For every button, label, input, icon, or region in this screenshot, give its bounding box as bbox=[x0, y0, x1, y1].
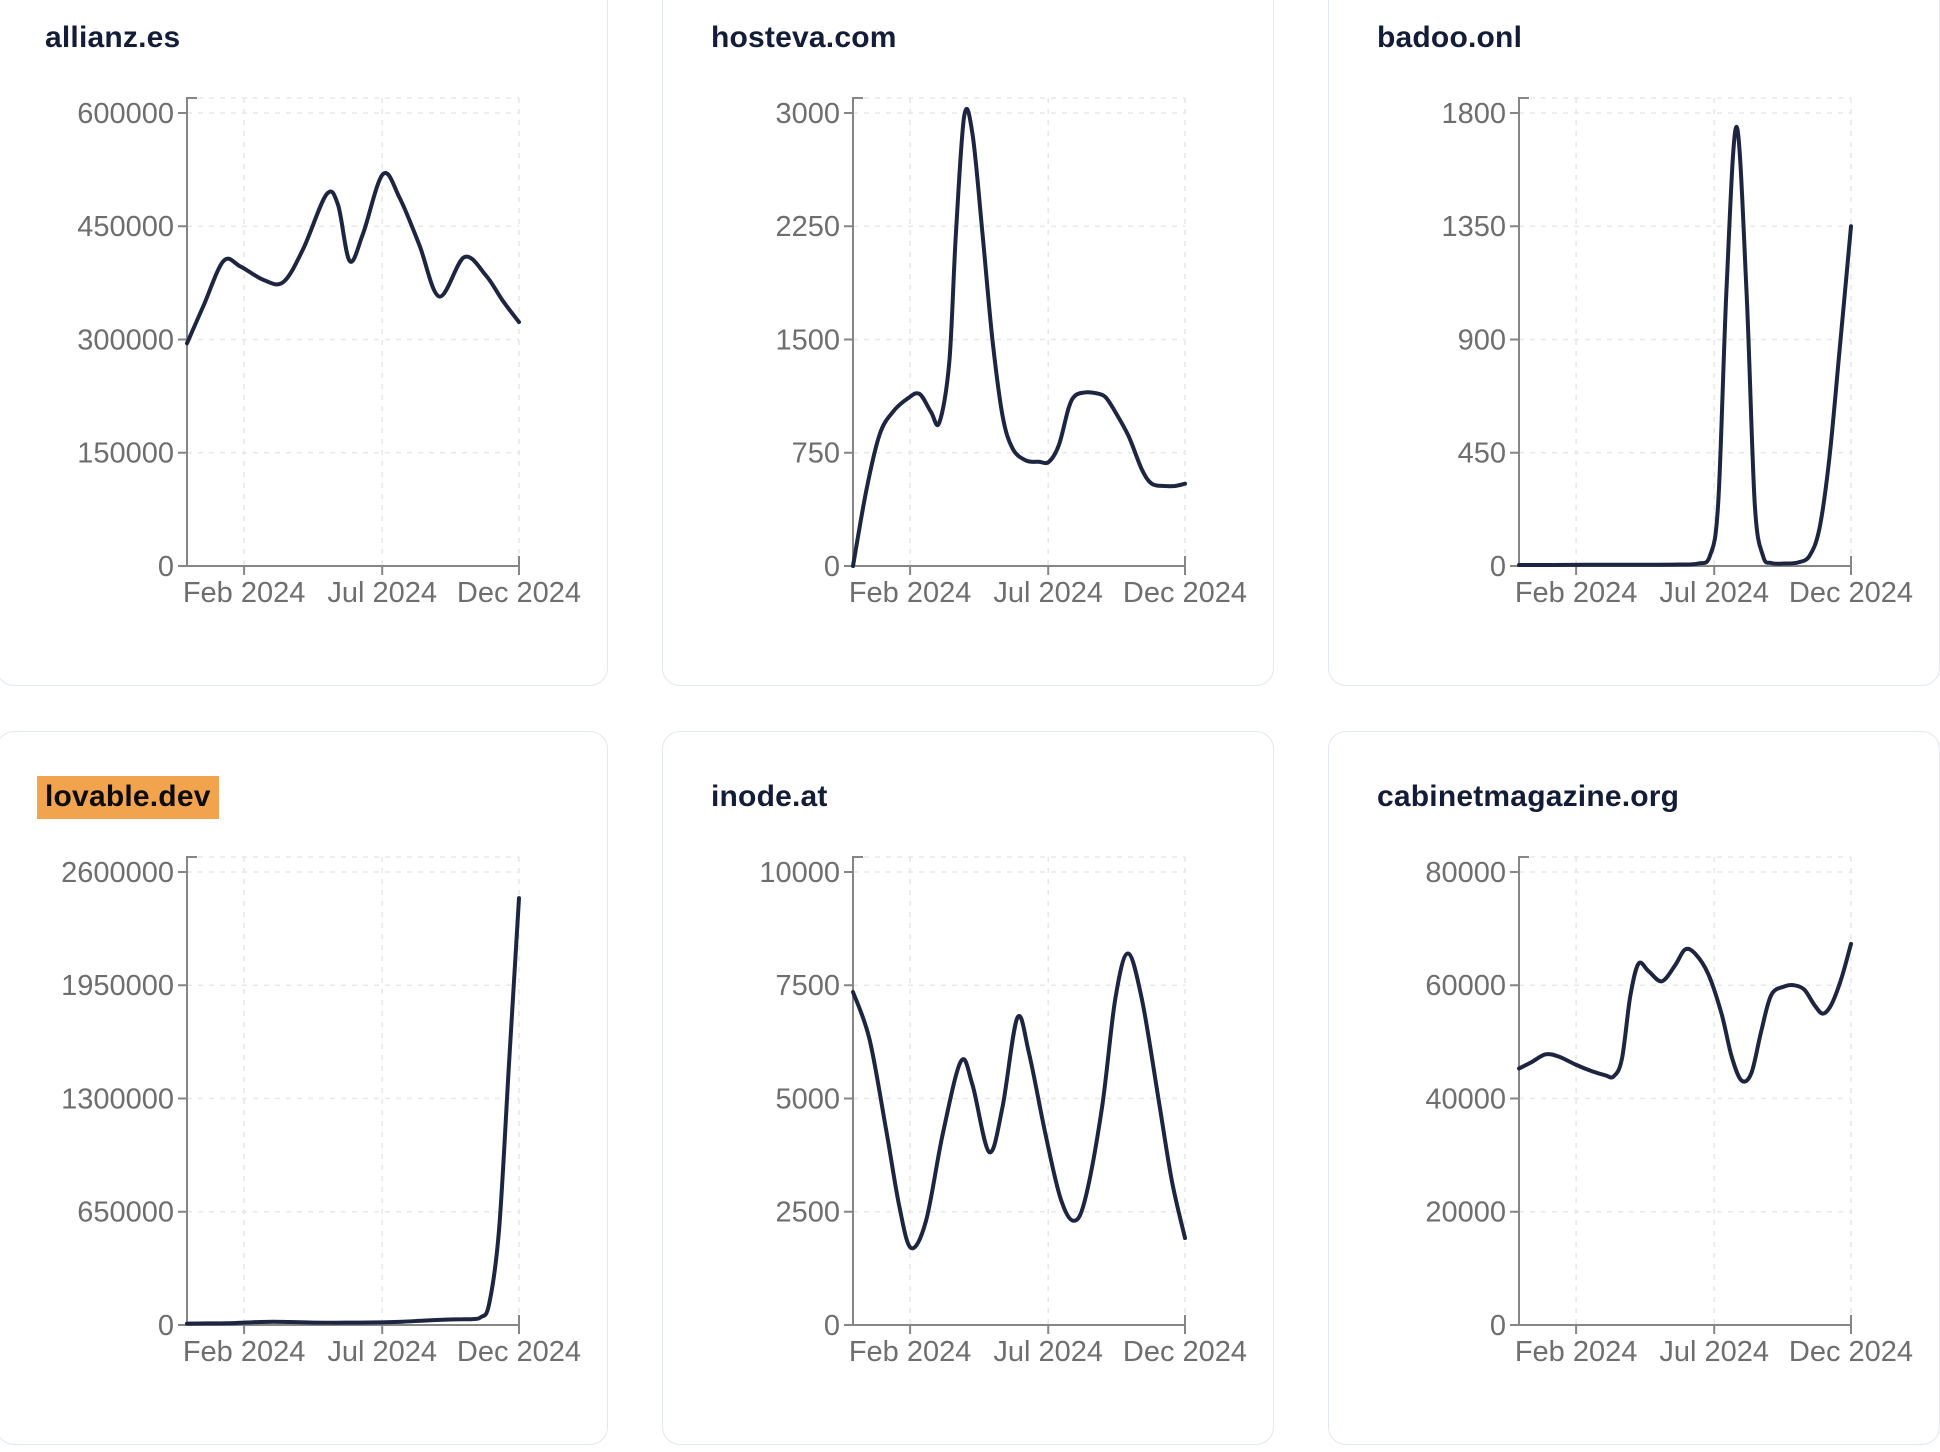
x-tick-label: Jul 2024 bbox=[993, 1336, 1103, 1368]
x-tick-label: Feb 2024 bbox=[1515, 577, 1638, 609]
y-tick-label: 80000 bbox=[1425, 857, 1506, 889]
y-tick-label: 3000 bbox=[775, 98, 840, 130]
x-tick-label: Dec 2024 bbox=[1789, 577, 1913, 609]
x-tick-label: Jul 2024 bbox=[1659, 577, 1769, 609]
chart-canvas: 0 650000 1300000 1950000 2600000 Feb 2024 Jul … bbox=[61, 856, 581, 1368]
axis-line bbox=[186, 97, 520, 567]
x-tick-label: Feb 2024 bbox=[849, 1336, 972, 1368]
axis-line bbox=[852, 856, 1186, 1326]
chart-title: badoo.onl bbox=[1377, 19, 1522, 57]
y-tick-label: 1350 bbox=[1441, 211, 1506, 243]
y-tick-label: 0 bbox=[824, 1310, 840, 1342]
chart-canvas: 0 450 900 1350 1800 Feb 2024 Jul 2024 Dec 2024 bbox=[1441, 97, 1913, 609]
chart-card[interactable]: badoo.onl 0 450 900 1350 1800 Feb 2024 Jul 202… bbox=[1328, 0, 1940, 686]
trend-line bbox=[851, 107, 1187, 568]
chart-card[interactable]: hosteva.com 0 750 1500 2250 3000 Feb 2024 Jul … bbox=[662, 0, 1274, 686]
y-tick-label: 0 bbox=[1490, 1310, 1506, 1342]
axis-line bbox=[1518, 97, 1852, 567]
axis-line bbox=[852, 97, 1186, 567]
chart-card[interactable]: lovable.dev 0 650000 1300000 1950000 2600000… bbox=[0, 731, 608, 1445]
axis-line bbox=[186, 856, 520, 1326]
y-tick-label: 5000 bbox=[775, 1083, 840, 1115]
y-tick-label: 300000 bbox=[77, 324, 174, 356]
y-tick-label: 2500 bbox=[775, 1197, 840, 1229]
chart-title-text: inode.at bbox=[711, 780, 828, 813]
trend-line bbox=[185, 170, 521, 346]
y-tick-label: 0 bbox=[824, 551, 840, 583]
x-tick-label: Jul 2024 bbox=[993, 577, 1103, 609]
trend-line bbox=[851, 951, 1187, 1251]
chart-canvas: 0 150000 300000 450000 600000 Feb 2024 Jul 202… bbox=[77, 97, 581, 609]
y-tick-label: 0 bbox=[158, 1310, 174, 1342]
y-tick-label: 900 bbox=[1458, 324, 1506, 356]
x-tick-label: Feb 2024 bbox=[183, 1336, 306, 1368]
x-tick-label: Dec 2024 bbox=[1123, 577, 1247, 609]
chart-canvas: 0 20000 40000 60000 80000 Feb 2024 Jul 2024 Dec… bbox=[1425, 856, 1913, 1368]
chart-title-text: badoo.onl bbox=[1377, 21, 1523, 54]
x-tick-label: Dec 2024 bbox=[1123, 1336, 1247, 1368]
x-tick-label: Dec 2024 bbox=[457, 1336, 581, 1368]
y-tick-label: 650000 bbox=[77, 1197, 174, 1229]
chart-title-text: lovable.dev bbox=[37, 776, 219, 819]
y-tick-label: 20000 bbox=[1425, 1197, 1506, 1229]
chart-card[interactable]: allianz.es 0 150000 300000 450000 600000 Feb … bbox=[0, 0, 608, 686]
chart-title: allianz.es bbox=[45, 19, 180, 57]
chart-title-text: cabinetmagazine.org bbox=[1377, 780, 1680, 813]
y-tick-label: 1300000 bbox=[61, 1083, 174, 1115]
x-tick-label: Dec 2024 bbox=[1789, 1336, 1913, 1368]
y-tick-label: 60000 bbox=[1425, 970, 1506, 1002]
chart-card[interactable]: inode.at 0 2500 5000 7500 10000 Feb 2024 Jul 2… bbox=[662, 731, 1274, 1445]
axis-line bbox=[1518, 856, 1852, 1326]
trend-line bbox=[1517, 124, 1853, 567]
chart-title-text: hosteva.com bbox=[711, 21, 897, 54]
x-tick-label: Feb 2024 bbox=[849, 577, 972, 609]
chart-card[interactable]: cabinetmagazine.org 0 20000 40000 60000 8000… bbox=[1328, 731, 1940, 1445]
y-tick-label: 1800 bbox=[1441, 98, 1506, 130]
y-tick-label: 150000 bbox=[77, 438, 174, 470]
y-tick-label: 40000 bbox=[1425, 1083, 1506, 1115]
chart-title-text: allianz.es bbox=[45, 21, 181, 54]
y-tick-label: 1500 bbox=[775, 324, 840, 356]
x-tick-label: Jul 2024 bbox=[1659, 1336, 1769, 1368]
x-tick-label: Feb 2024 bbox=[1515, 1336, 1638, 1368]
chart-title: cabinetmagazine.org bbox=[1377, 778, 1679, 816]
y-tick-label: 450000 bbox=[77, 211, 174, 243]
chart-title: inode.at bbox=[711, 778, 828, 816]
x-tick-label: Dec 2024 bbox=[457, 577, 581, 609]
x-tick-label: Jul 2024 bbox=[327, 577, 437, 609]
x-tick-label: Feb 2024 bbox=[183, 577, 306, 609]
y-tick-label: 2250 bbox=[775, 211, 840, 243]
chart-title: hosteva.com bbox=[711, 19, 897, 57]
chart-canvas: 0 750 1500 2250 3000 Feb 2024 Jul 2024 Dec 2024 bbox=[775, 97, 1247, 609]
y-tick-label: 0 bbox=[158, 551, 174, 583]
y-tick-label: 7500 bbox=[775, 970, 840, 1002]
y-tick-label: 600000 bbox=[77, 98, 174, 130]
trend-line bbox=[1517, 941, 1853, 1084]
y-tick-label: 750 bbox=[792, 438, 840, 470]
y-tick-label: 450 bbox=[1458, 438, 1506, 470]
chart-title: lovable.dev bbox=[37, 776, 219, 819]
y-tick-label: 0 bbox=[1490, 551, 1506, 583]
y-tick-label: 10000 bbox=[759, 857, 840, 889]
x-tick-label: Jul 2024 bbox=[327, 1336, 437, 1368]
y-tick-label: 2600000 bbox=[61, 857, 174, 889]
chart-canvas: 0 2500 5000 7500 10000 Feb 2024 Jul 2024 Dec 20… bbox=[759, 856, 1247, 1368]
y-tick-label: 1950000 bbox=[61, 970, 174, 1002]
trend-line bbox=[185, 896, 521, 1326]
